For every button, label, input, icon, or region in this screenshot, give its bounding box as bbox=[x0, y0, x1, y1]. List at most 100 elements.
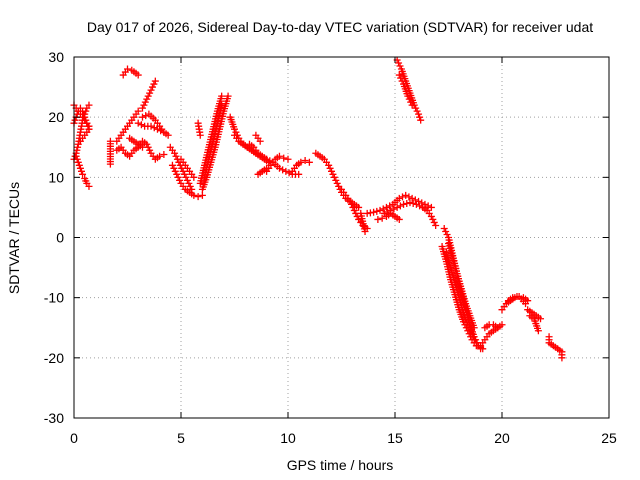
series-arc43 bbox=[481, 321, 502, 332]
data-point bbox=[224, 92, 232, 100]
data-points bbox=[70, 56, 566, 362]
data-point bbox=[297, 158, 305, 166]
x-tick-label: 25 bbox=[601, 430, 617, 446]
data-point bbox=[361, 227, 369, 235]
data-point bbox=[134, 119, 142, 127]
data-point bbox=[534, 327, 542, 335]
series-arc11 bbox=[134, 119, 172, 139]
series-arc24 bbox=[252, 131, 264, 145]
x-axis-label: GPS time / hours bbox=[287, 457, 394, 473]
data-point-fill bbox=[186, 182, 194, 190]
data-point bbox=[143, 140, 151, 148]
data-point-fill bbox=[141, 98, 149, 106]
data-point bbox=[134, 71, 142, 79]
data-point bbox=[198, 191, 206, 199]
data-point-fill bbox=[328, 167, 336, 175]
data-point-fill bbox=[467, 327, 475, 335]
data-point bbox=[138, 104, 146, 112]
data-point-fill bbox=[430, 218, 438, 226]
data-point-fill bbox=[384, 208, 392, 216]
data-point bbox=[190, 191, 198, 199]
data-point bbox=[160, 150, 168, 158]
data-point bbox=[404, 92, 412, 100]
data-point-fill bbox=[416, 202, 424, 210]
y-tick-label: 30 bbox=[48, 49, 64, 65]
data-point-fill bbox=[443, 230, 451, 238]
data-point bbox=[164, 131, 172, 139]
data-point bbox=[218, 101, 226, 109]
x-tick-label: 5 bbox=[177, 430, 185, 446]
series-arc29 bbox=[312, 149, 363, 211]
data-point bbox=[295, 170, 303, 178]
y-tick-label: -10 bbox=[44, 290, 64, 306]
data-point-fill bbox=[469, 333, 477, 341]
data-point bbox=[280, 154, 288, 162]
data-point bbox=[408, 101, 416, 109]
data-point-fill bbox=[413, 107, 421, 115]
series-arc05 bbox=[76, 125, 93, 145]
series-arc31 bbox=[357, 209, 369, 235]
data-point bbox=[395, 194, 403, 202]
series-arc08 bbox=[113, 107, 142, 145]
y-tick-label: 0 bbox=[56, 230, 64, 246]
data-point-fill bbox=[407, 98, 415, 106]
axis-ticks bbox=[73, 56, 610, 419]
y-axis-label: SDTVAR / TECUs bbox=[6, 182, 22, 294]
series-arc06 bbox=[106, 137, 114, 168]
series-arc20 bbox=[201, 101, 226, 181]
data-point bbox=[138, 143, 146, 151]
data-point-fill bbox=[73, 155, 81, 163]
data-point bbox=[412, 200, 420, 208]
series-arc47 bbox=[526, 312, 542, 335]
data-point-fill bbox=[232, 128, 240, 136]
data-point bbox=[406, 199, 414, 207]
data-point-fill bbox=[326, 164, 334, 172]
data-point bbox=[76, 164, 84, 172]
data-point-fill bbox=[157, 127, 165, 135]
data-point bbox=[513, 292, 521, 300]
data-point bbox=[190, 173, 198, 181]
data-point-fill bbox=[409, 200, 417, 208]
series-arc09 bbox=[119, 65, 142, 79]
data-point-fill bbox=[405, 95, 413, 103]
data-point bbox=[333, 179, 341, 187]
data-point bbox=[147, 86, 155, 94]
data-point-fill bbox=[471, 336, 479, 344]
data-point bbox=[522, 300, 530, 308]
data-point bbox=[415, 110, 423, 118]
data-point bbox=[494, 324, 502, 332]
data-point bbox=[263, 164, 271, 172]
data-point-fill bbox=[73, 146, 81, 154]
data-point bbox=[196, 131, 204, 139]
chart-title: Day 017 of 2026, Sidereal Day-to-day VTE… bbox=[87, 19, 593, 35]
series-arc17 bbox=[194, 119, 204, 139]
data-point bbox=[124, 65, 131, 73]
data-point bbox=[370, 208, 378, 216]
series-arc30 bbox=[338, 185, 371, 232]
series-arc41 bbox=[445, 240, 478, 332]
data-point-fill bbox=[172, 152, 180, 160]
data-point bbox=[537, 315, 545, 323]
series-arc04 bbox=[72, 152, 93, 190]
data-point bbox=[79, 170, 87, 178]
data-point-fill bbox=[379, 205, 387, 213]
series-arc34 bbox=[374, 209, 403, 223]
data-point bbox=[85, 101, 93, 109]
data-point-fill bbox=[146, 89, 154, 97]
series-arc37 bbox=[395, 71, 416, 109]
data-point bbox=[85, 125, 93, 133]
data-point bbox=[408, 194, 416, 202]
data-point-fill bbox=[398, 193, 406, 201]
data-point bbox=[427, 212, 435, 220]
data-point-fill bbox=[397, 74, 405, 82]
data-point-fill bbox=[144, 92, 152, 100]
data-point-fill bbox=[390, 205, 398, 213]
data-point-fill bbox=[405, 193, 413, 201]
data-point bbox=[468, 330, 476, 338]
y-tick-label: -20 bbox=[44, 350, 64, 366]
data-point-fill bbox=[373, 207, 381, 215]
data-point bbox=[173, 170, 181, 178]
data-point bbox=[417, 116, 425, 124]
data-point bbox=[470, 324, 478, 332]
